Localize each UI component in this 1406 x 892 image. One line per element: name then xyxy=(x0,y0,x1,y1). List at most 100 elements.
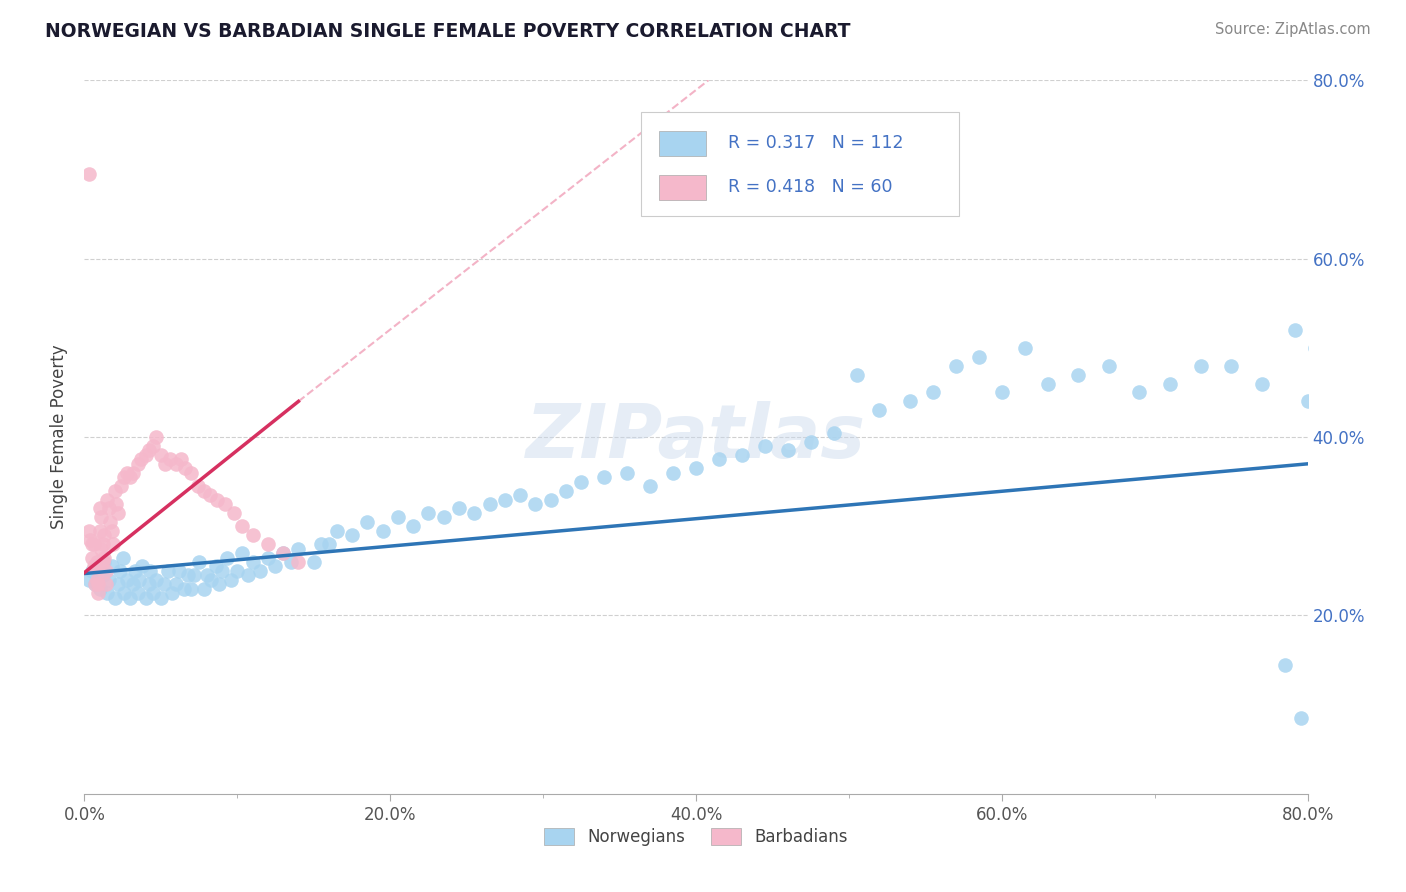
Point xyxy=(707,452,730,467)
Point xyxy=(800,434,823,449)
Point xyxy=(287,555,309,569)
Point xyxy=(287,541,309,556)
Point xyxy=(540,492,562,507)
Point xyxy=(214,497,236,511)
Point xyxy=(120,591,142,605)
Point xyxy=(193,483,215,498)
Point xyxy=(91,537,114,551)
Point xyxy=(1291,711,1313,725)
Point xyxy=(135,591,157,605)
Point xyxy=(569,475,592,489)
Point xyxy=(138,577,160,591)
Point xyxy=(93,550,115,565)
Point xyxy=(1296,394,1319,409)
Point xyxy=(101,559,124,574)
Point xyxy=(112,586,135,600)
Text: R = 0.317   N = 112: R = 0.317 N = 112 xyxy=(728,134,903,152)
Point xyxy=(1303,341,1326,355)
Point xyxy=(1315,359,1337,373)
Point xyxy=(124,564,146,578)
Point xyxy=(236,568,259,582)
Point xyxy=(101,524,124,538)
Point xyxy=(302,555,325,569)
Point xyxy=(340,528,363,542)
Point xyxy=(198,488,221,502)
Point xyxy=(183,568,205,582)
Point xyxy=(94,577,117,591)
Point xyxy=(1324,385,1347,400)
Point xyxy=(207,492,229,507)
Point xyxy=(616,466,638,480)
FancyBboxPatch shape xyxy=(641,112,959,216)
Point xyxy=(463,506,485,520)
Point xyxy=(107,506,129,520)
Point xyxy=(96,586,118,600)
Point xyxy=(155,457,177,471)
Point xyxy=(371,524,394,538)
Point xyxy=(105,497,128,511)
Point xyxy=(80,537,103,551)
Point xyxy=(86,555,108,569)
Point xyxy=(83,559,105,574)
Point xyxy=(195,568,218,582)
Point xyxy=(89,501,111,516)
Point xyxy=(205,559,228,574)
Point xyxy=(1014,341,1036,355)
Point xyxy=(177,568,200,582)
Point xyxy=(139,564,162,578)
Point xyxy=(128,573,150,587)
Point xyxy=(98,515,121,529)
Point xyxy=(77,524,100,538)
Point xyxy=(87,577,110,591)
Point xyxy=(1189,359,1212,373)
Point xyxy=(111,550,134,565)
Text: Source: ZipAtlas.com: Source: ZipAtlas.com xyxy=(1215,22,1371,37)
Point xyxy=(593,470,616,484)
Point xyxy=(402,519,425,533)
Point xyxy=(129,452,152,467)
Point xyxy=(967,350,990,364)
Point xyxy=(107,577,129,591)
Point xyxy=(77,167,100,181)
Point xyxy=(242,555,264,569)
Point xyxy=(149,591,172,605)
Point xyxy=(84,577,107,591)
Point xyxy=(271,546,294,560)
Point xyxy=(165,577,187,591)
Point xyxy=(91,568,114,582)
Point xyxy=(84,559,107,574)
Point xyxy=(662,466,685,480)
Point xyxy=(215,550,238,565)
Point xyxy=(131,559,153,574)
Point xyxy=(257,537,280,551)
Point xyxy=(157,564,180,578)
Point xyxy=(96,492,118,507)
Point xyxy=(823,425,845,440)
Point xyxy=(94,564,117,578)
Point xyxy=(159,452,181,467)
Point xyxy=(108,564,131,578)
Point xyxy=(110,479,132,493)
Point xyxy=(120,470,142,484)
Point xyxy=(90,510,112,524)
Point xyxy=(478,497,501,511)
Text: NORWEGIAN VS BARBADIAN SINGLE FEMALE POVERTY CORRELATION CHART: NORWEGIAN VS BARBADIAN SINGLE FEMALE POV… xyxy=(45,22,851,41)
Point xyxy=(219,573,242,587)
Point xyxy=(93,555,115,569)
Point xyxy=(898,394,921,409)
Point xyxy=(257,550,280,565)
Point xyxy=(153,577,176,591)
Point xyxy=(1309,368,1331,382)
Point xyxy=(97,573,120,587)
Point xyxy=(1319,350,1341,364)
Point xyxy=(1274,657,1296,672)
Point xyxy=(869,403,891,417)
Point xyxy=(754,439,776,453)
Point xyxy=(80,550,103,565)
Point xyxy=(1220,359,1243,373)
Point xyxy=(86,573,108,587)
Point xyxy=(1098,359,1121,373)
Point xyxy=(524,497,547,511)
Point xyxy=(174,461,197,475)
Point xyxy=(731,448,754,462)
